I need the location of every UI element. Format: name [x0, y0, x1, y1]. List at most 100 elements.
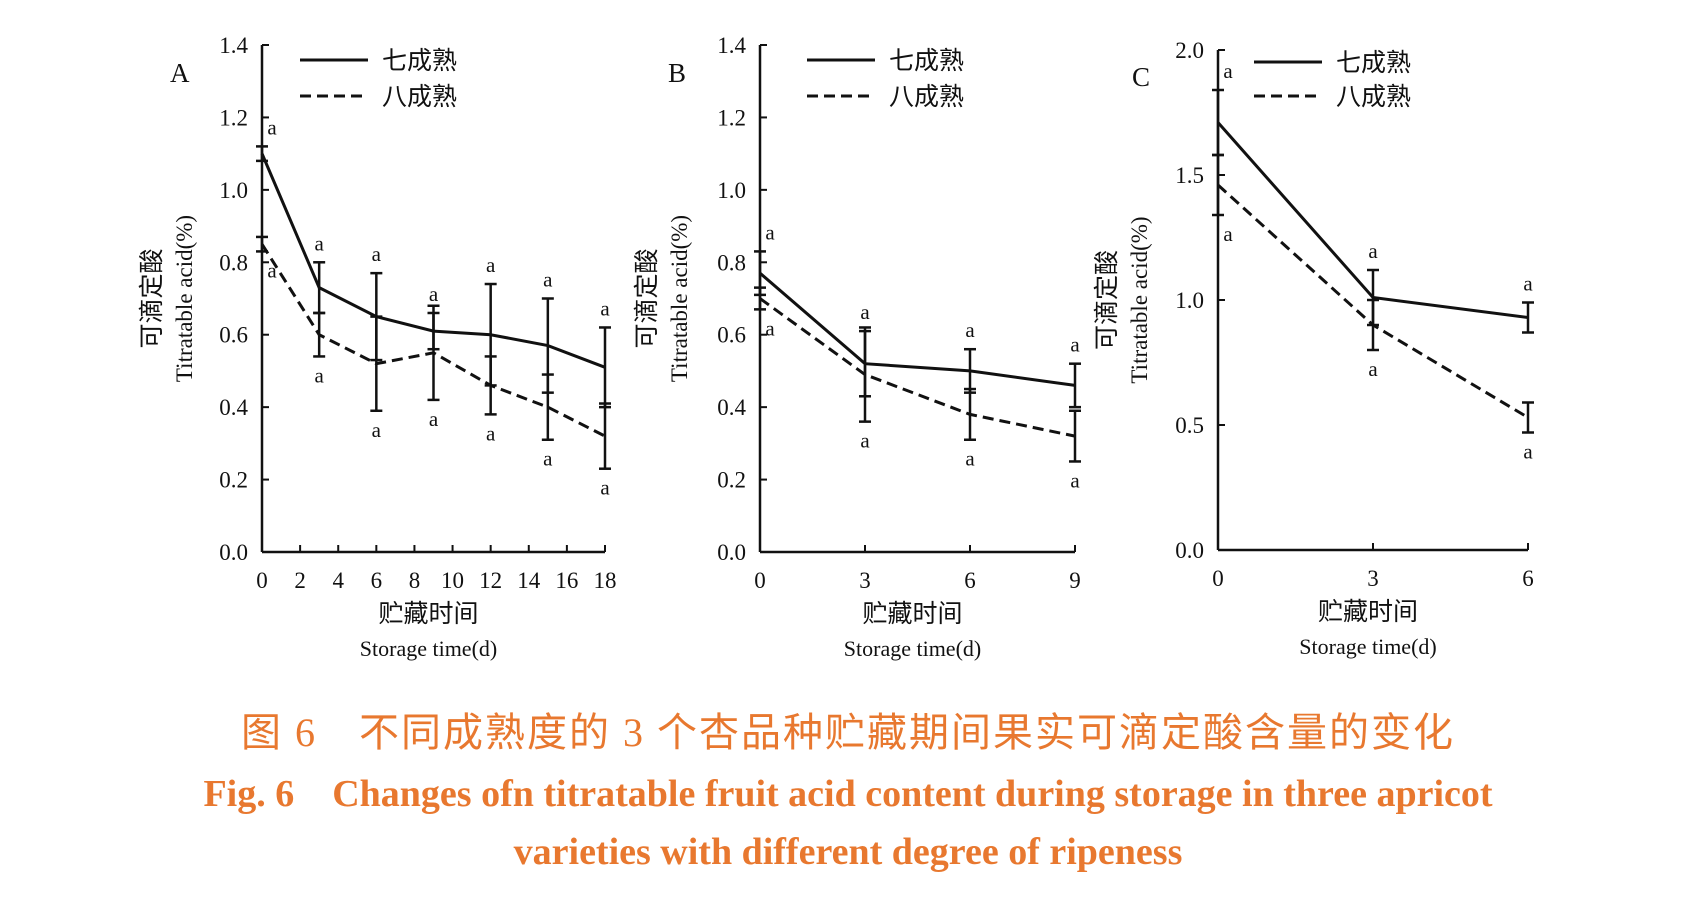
x-axis-label-cn: 贮藏时间 — [378, 600, 478, 628]
legend-label: 八成熟 — [382, 83, 457, 111]
significance-label: a — [965, 447, 975, 471]
significance-label: a — [267, 258, 277, 282]
y-tick-label: 2.0 — [1175, 38, 1204, 63]
significance-label: a — [429, 282, 439, 306]
significance-label: a — [372, 418, 382, 442]
significance-label: a — [965, 318, 975, 342]
legend-label: 七成熟 — [889, 47, 964, 75]
series-solid: a a a a — [754, 220, 1081, 409]
significance-label: a — [1523, 440, 1533, 464]
x-tick-label: 8 — [409, 568, 421, 593]
x-axis-label-cn: 贮藏时间 — [1318, 598, 1418, 626]
y-tick-label: 0.4 — [219, 395, 248, 420]
chart-panel-b: 0.0 0.2 0.4 0.6 0.8 1.0 1.2 1.4 0 3 6 9 B 贮藏时间 Storage… — [633, 33, 1081, 661]
y-tick-label: 0.8 — [219, 250, 248, 275]
x-axis-label-en: Storage time(d) — [1299, 634, 1436, 659]
series-line — [759, 272, 1076, 387]
chart-figure: 0.0 0.2 0.4 0.6 0.8 1.0 1.2 1.4 0 2 4 6 8 10 12 14 16 18 A… — [138, 33, 1534, 661]
y-axis-label-en: Titratable acid(%) — [1127, 216, 1152, 383]
y-tick-label: 1.4 — [717, 33, 746, 58]
significance-label: a — [1223, 59, 1233, 83]
y-axis-label-cn: 可滴定酸 — [633, 248, 661, 348]
y-axis-label-en: Titratable acid(%) — [172, 215, 197, 382]
significance-label: a — [486, 421, 496, 445]
significance-label: a — [429, 407, 439, 431]
y-tick-label: 1.5 — [1175, 163, 1204, 188]
significance-label: a — [600, 296, 610, 320]
y-tick-label: 0.2 — [219, 468, 248, 493]
panel-label: B — [668, 58, 686, 88]
significance-label: a — [600, 476, 610, 500]
x-tick-label: 0 — [256, 568, 268, 593]
significance-label: a — [1368, 239, 1378, 263]
chart-panel-a: 0.0 0.2 0.4 0.6 0.8 1.0 1.2 1.4 0 2 4 6 8 10 12 14 16 18 A… — [138, 33, 617, 661]
significance-label: a — [315, 363, 325, 387]
figure-caption-english-line2: varieties with different degree of ripen… — [513, 831, 1183, 873]
legend-label: 七成熟 — [382, 47, 457, 75]
x-axis-label-en: Storage time(d) — [360, 636, 497, 661]
x-tick-label: 16 — [555, 568, 578, 593]
y-tick-label: 0.6 — [219, 323, 248, 348]
x-tick-label: 18 — [594, 568, 617, 593]
y-tick-label: 0.0 — [219, 540, 248, 565]
x-tick-label: 14 — [517, 568, 541, 593]
significance-label: a — [315, 231, 325, 255]
x-tick-label: 6 — [1522, 566, 1534, 591]
significance-label: a — [372, 242, 382, 266]
panel-label: C — [1132, 62, 1150, 92]
y-tick-label: 0.8 — [717, 250, 746, 275]
legend-label: 八成熟 — [889, 83, 964, 111]
x-tick-label: 3 — [1367, 566, 1379, 591]
legend-label: 八成熟 — [1336, 83, 1411, 111]
significance-label: a — [1523, 272, 1533, 296]
x-tick-label: 9 — [1069, 568, 1081, 593]
series-dashed: a a a — [1212, 153, 1534, 464]
y-axis-label-cn: 可滴定酸 — [138, 248, 166, 348]
significance-label: a — [765, 316, 775, 340]
x-tick-label: 4 — [332, 568, 344, 593]
y-tick-label: 0.0 — [717, 540, 746, 565]
y-tick-label: 0.5 — [1175, 413, 1204, 438]
y-axis-label-en: Titratable acid(%) — [667, 215, 692, 382]
significance-label: a — [765, 220, 775, 244]
significance-label: a — [543, 268, 553, 292]
series-dashed: a a a a — [754, 286, 1081, 492]
significance-label: a — [1368, 357, 1378, 381]
x-tick-label: 6 — [371, 568, 383, 593]
significance-label: a — [860, 429, 870, 453]
y-axis-label-cn: 可滴定酸 — [1093, 250, 1121, 350]
x-axis-label-cn: 贮藏时间 — [862, 600, 962, 628]
significance-label: a — [1070, 468, 1080, 492]
series-solid: a a a — [1212, 59, 1534, 334]
y-tick-label: 0.4 — [717, 395, 746, 420]
x-tick-label: 2 — [294, 568, 306, 593]
significance-label: a — [267, 115, 277, 139]
x-tick-label: 12 — [479, 568, 502, 593]
y-tick-label: 1.0 — [1175, 288, 1204, 313]
x-tick-label: 0 — [1212, 566, 1224, 591]
x-tick-label: 0 — [754, 568, 766, 593]
x-tick-label: 6 — [964, 568, 976, 593]
chart-panel-c: 0.0 0.5 1.0 1.5 2.0 0 3 6 C 贮藏时间 Storage time(d) 可滴… — [1093, 38, 1534, 659]
x-tick-label: 10 — [441, 568, 464, 593]
y-tick-label: 0.2 — [717, 468, 746, 493]
y-tick-label: 1.4 — [219, 33, 248, 58]
y-tick-label: 0.6 — [717, 323, 746, 348]
x-axis-label-en: Storage time(d) — [844, 636, 981, 661]
significance-label: a — [1223, 222, 1233, 246]
series-dashed: a a a a a a a — [256, 235, 611, 500]
y-tick-label: 0.0 — [1175, 538, 1204, 563]
panel-label: A — [170, 58, 190, 88]
x-tick-label: 3 — [859, 568, 871, 593]
y-tick-label: 1.2 — [219, 105, 248, 130]
figure-caption-english-line1: Fig. 6 Changes ofn titratable fruit acid… — [203, 773, 1493, 815]
series-line — [759, 297, 1076, 438]
significance-label: a — [1070, 333, 1080, 357]
legend-label: 七成熟 — [1336, 49, 1411, 77]
y-tick-label: 1.0 — [717, 178, 746, 203]
significance-label: a — [486, 253, 496, 277]
significance-label: a — [860, 300, 870, 324]
y-tick-label: 1.2 — [717, 105, 746, 130]
y-tick-label: 1.0 — [219, 178, 248, 203]
significance-label: a — [543, 447, 553, 471]
